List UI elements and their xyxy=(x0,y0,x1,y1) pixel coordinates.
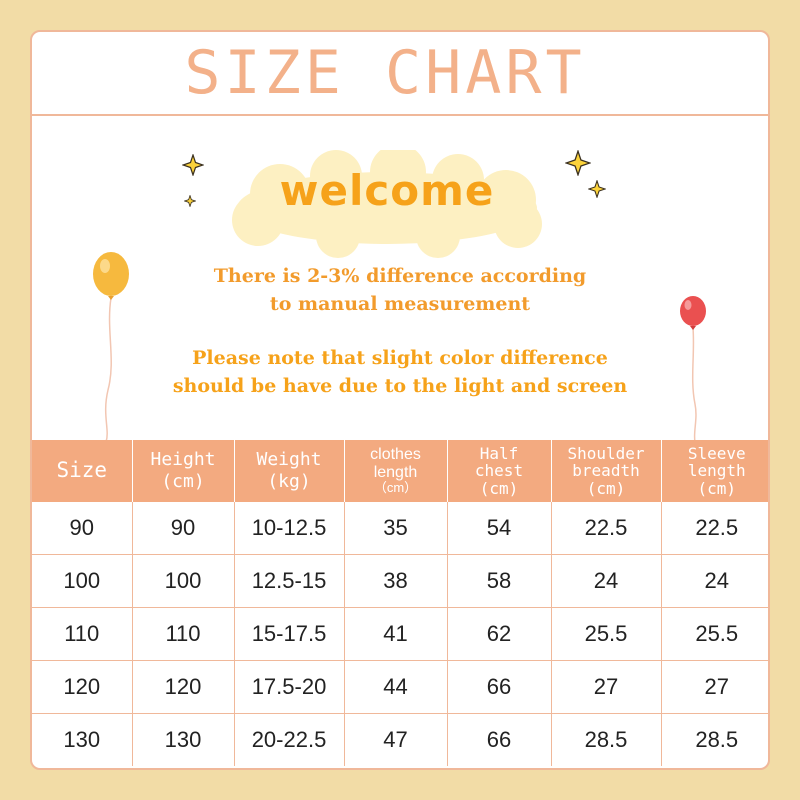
table-cell: 38 xyxy=(343,554,447,608)
table-cell: 41 xyxy=(343,607,447,661)
title-band: SIZE CHART xyxy=(32,32,768,116)
table-row: 90 90 10-12.5 35 54 22.5 22.5 xyxy=(32,502,768,555)
header-sleeve-label-2: length xyxy=(687,461,746,481)
header-weight: Weight (kg) xyxy=(233,440,344,502)
table-cell: 28.5 xyxy=(660,713,768,766)
color-note-line-1: Please note that slight color difference xyxy=(192,347,608,369)
table-cell: 62 xyxy=(446,607,551,661)
header-shoulder-breadth: Shoulder breadth (cm) xyxy=(550,440,661,502)
table-row: 100 100 12.5-15 38 58 24 24 xyxy=(32,554,768,608)
table-cell: 22.5 xyxy=(660,502,768,555)
table-cell: 27 xyxy=(550,660,661,714)
table-cell: 90 xyxy=(131,502,234,555)
size-table: Size Height (cm) Weight (kg) clothes len… xyxy=(32,440,768,766)
header-shoulder-unit: (cm) xyxy=(586,478,626,498)
table-header-row: Size Height (cm) Weight (kg) clothes len… xyxy=(32,440,768,502)
header-half-chest-label-2: chest xyxy=(474,461,524,481)
table-cell: 10-12.5 xyxy=(233,502,344,555)
header-weight-label: Weight xyxy=(256,449,322,471)
sparkle-icon xyxy=(588,180,606,198)
header-weight-unit: (kg) xyxy=(267,471,311,492)
table-cell: 44 xyxy=(343,660,447,714)
table-cell: 66 xyxy=(446,660,551,714)
header-size-label: Size xyxy=(56,458,108,483)
header-shoulder-label-1: Shoulder xyxy=(567,443,645,463)
size-chart-card: SIZE CHART welcome xyxy=(30,30,770,770)
table-cell: 58 xyxy=(446,554,551,608)
table-cell: 110 xyxy=(32,607,132,661)
header-clothes-length-label-2: length xyxy=(373,463,418,481)
color-note-line-2: should be have due to the light and scre… xyxy=(172,375,628,397)
table-cell: 120 xyxy=(131,660,234,714)
table-cell: 15-17.5 xyxy=(233,607,344,661)
red-balloon-icon xyxy=(680,296,706,442)
cloud-shape xyxy=(232,150,542,258)
header-half-chest-label-1: Half xyxy=(479,443,519,463)
sparkle-icon xyxy=(184,195,196,207)
header-half-chest: Half chest (cm) xyxy=(446,440,551,502)
table-cell: 100 xyxy=(32,554,132,608)
color-note: Please note that slight color difference… xyxy=(32,344,768,400)
table-cell: 100 xyxy=(131,554,234,608)
page-title: SIZE CHART xyxy=(184,38,586,108)
header-clothes-length: clothes length （cm） xyxy=(343,440,447,502)
header-sleeve-unit: (cm) xyxy=(697,478,737,498)
table-cell: 22.5 xyxy=(550,502,661,555)
table-cell: 120 xyxy=(32,660,132,714)
table-cell: 25.5 xyxy=(660,607,768,661)
table-cell: 130 xyxy=(32,713,132,766)
table-cell: 28.5 xyxy=(550,713,661,766)
header-size: Size xyxy=(32,440,132,502)
table-cell: 110 xyxy=(131,607,234,661)
table-cell: 27 xyxy=(660,660,768,714)
measurement-note-line-2: to manual measurement xyxy=(269,293,531,315)
table-row: 120 120 17.5-20 44 66 27 27 xyxy=(32,660,768,714)
sparkle-icon xyxy=(182,154,204,176)
table-cell: 24 xyxy=(660,554,768,608)
table-cell: 25.5 xyxy=(550,607,661,661)
orange-balloon-icon xyxy=(93,252,129,442)
table-cell: 17.5-20 xyxy=(233,660,344,714)
table-row: 110 110 15-17.5 41 62 25.5 25.5 xyxy=(32,607,768,661)
measurement-note-line-1: There is 2-3% difference according xyxy=(213,265,587,287)
table-cell: 54 xyxy=(446,502,551,555)
header-shoulder-label-2: breadth xyxy=(572,461,640,481)
table-cell: 130 xyxy=(131,713,234,766)
table-row: 130 130 20-22.5 47 66 28.5 28.5 xyxy=(32,713,768,766)
header-height: Height (cm) xyxy=(131,440,234,502)
table-cell: 12.5-15 xyxy=(233,554,344,608)
table-cell: 20-22.5 xyxy=(233,713,344,766)
table-cell: 47 xyxy=(343,713,447,766)
header-sleeve-label-1: Sleeve xyxy=(687,443,746,463)
header-height-unit: (cm) xyxy=(161,471,205,492)
header-height-label: Height xyxy=(150,449,216,471)
table-cell: 90 xyxy=(69,515,94,540)
header-clothes-length-label-1: clothes xyxy=(370,446,421,464)
header-half-chest-unit: (cm) xyxy=(479,478,519,498)
table-cell: 35 xyxy=(343,502,447,555)
table-cell: 66 xyxy=(446,713,551,766)
welcome-text: welcome xyxy=(279,166,495,215)
measurement-note: There is 2-3% difference according to ma… xyxy=(32,262,768,318)
header-sleeve-length: Sleeve length (cm) xyxy=(660,440,768,502)
header-clothes-length-unit: （cm） xyxy=(373,480,418,496)
table-cell: 24 xyxy=(550,554,661,608)
sparkle-icon xyxy=(565,150,591,176)
